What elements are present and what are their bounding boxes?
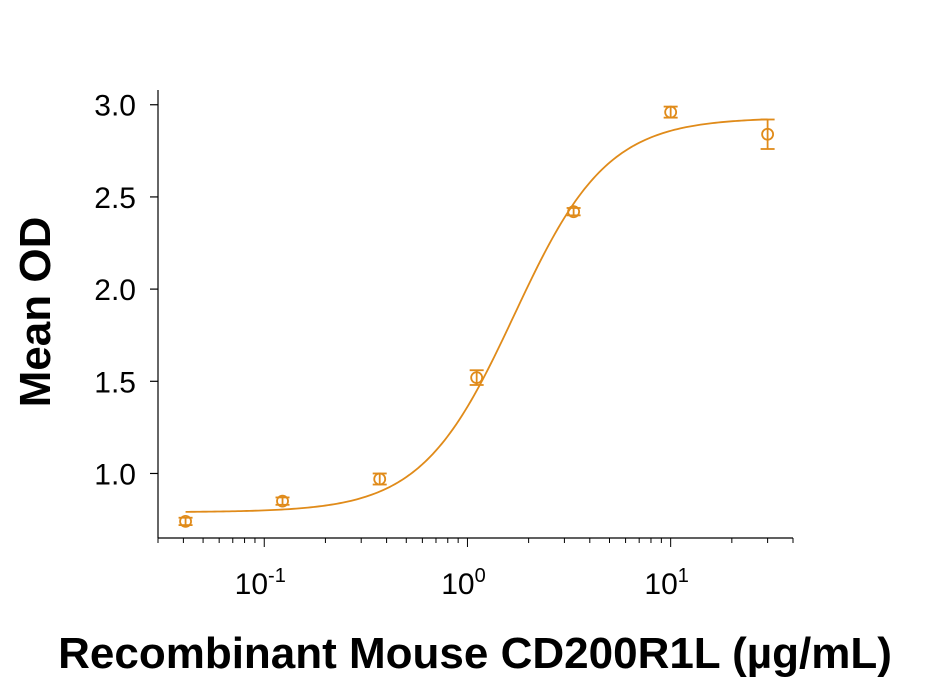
data-point [566,205,581,219]
data-point-marker [276,494,289,508]
data-point-marker [761,127,775,141]
data-point [663,105,678,119]
y-tick-label: 1.0 [94,458,136,491]
data-point [178,515,193,528]
y-axis-title: Mean OD [11,217,60,408]
data-point-marker [470,371,484,385]
data-point-marker [664,105,678,119]
x-tick-label: 100 [441,565,486,601]
x-tick-label: 10-1 [235,565,286,601]
x-tick-label: 101 [644,565,689,601]
y-tick-label: 2.0 [94,274,136,307]
data-point [469,369,484,386]
data-point-marker [373,472,387,486]
x-axis-title: Recombinant Mouse CD200R1L (µg/mL) [58,629,892,678]
axes: 1.0 1.5 2.0 2.5 3.0 10-1 100 101 [94,90,794,601]
data-point-marker [179,515,192,528]
data-point [372,472,387,486]
y-tick-label: 2.5 [94,182,136,215]
data-points-layer [178,105,775,528]
data-point-marker [567,205,581,219]
y-tick-label: 1.5 [94,366,136,399]
data-point [275,494,290,508]
y-tick-label: 3.0 [94,90,136,123]
fit-curve [185,118,768,513]
fit-curve-layer [185,118,768,513]
data-point [760,118,775,150]
